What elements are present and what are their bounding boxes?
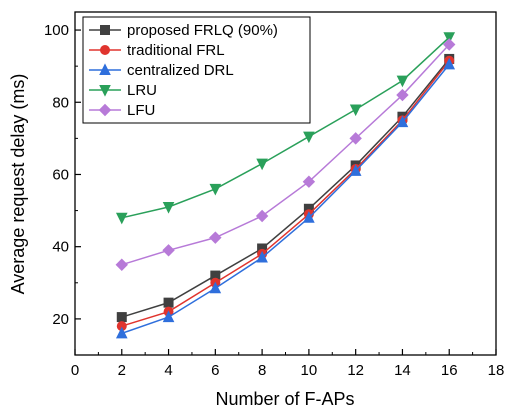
data-point	[163, 297, 174, 308]
data-point	[443, 32, 456, 44]
legend-marker	[99, 85, 111, 97]
legend-label: centralized DRL	[127, 62, 234, 79]
data-point	[115, 258, 128, 271]
legend: proposed FRLQ (90%) traditional FRL centra…	[82, 16, 311, 124]
series-line	[121, 58, 450, 318]
legend-label: proposed FRLQ (90%)	[127, 22, 278, 39]
y-axis-title: Average request delay (ms)	[8, 74, 28, 295]
data-point	[209, 183, 222, 196]
x-axis-title: Number of F-APs	[215, 389, 354, 409]
data-point	[443, 38, 456, 51]
x-tick-label: 2	[118, 362, 126, 379]
legend-item: LFU	[89, 102, 155, 119]
x-tick-label: 10	[301, 362, 318, 379]
y-tick-label: 100	[44, 22, 69, 39]
x-tick-label: 4	[164, 362, 172, 379]
x-tick-label: 12	[347, 362, 364, 379]
series-line	[121, 36, 450, 219]
x-tick-label: 14	[394, 362, 411, 379]
y-tick-label: 60	[52, 166, 69, 183]
legend-label: LFU	[127, 102, 155, 119]
legend-item: centralized DRL	[89, 62, 234, 79]
legend-marker	[99, 63, 111, 75]
series-4	[115, 38, 456, 271]
data-point	[162, 244, 175, 257]
data-point	[396, 75, 409, 88]
data-point	[116, 312, 127, 323]
data-point	[396, 88, 409, 102]
x-tick-label: 6	[211, 362, 219, 379]
x-tick-label: 16	[441, 362, 458, 379]
legend-marker	[100, 45, 110, 55]
x-tick-label: 18	[488, 362, 505, 379]
legend-item: LRU	[89, 82, 157, 99]
y-tick-label: 80	[52, 94, 69, 111]
legend-item: traditional FRL	[89, 42, 225, 59]
series-line	[121, 60, 450, 327]
series-layer	[115, 32, 456, 339]
legend-label: LRU	[127, 82, 157, 99]
series-2	[115, 57, 456, 339]
x-tick-label: 8	[258, 362, 266, 379]
data-point	[209, 231, 222, 244]
series-3	[115, 32, 456, 225]
series-line	[121, 43, 450, 266]
data-point	[115, 212, 128, 225]
x-tick-label: 0	[71, 362, 79, 379]
y-tick-label: 40	[52, 239, 69, 256]
data-point	[256, 158, 268, 171]
data-point	[162, 201, 175, 214]
data-point	[349, 104, 362, 117]
y-tick-label: 20	[52, 311, 69, 328]
legend-label: traditional FRL	[127, 42, 225, 59]
data-point	[396, 115, 409, 128]
data-point	[349, 132, 362, 145]
legend-item: proposed FRLQ (90%)	[89, 22, 278, 39]
axis-ticks: 0 2 4 6 8 10 12 14 16 18 20 40 60 80 100	[44, 22, 504, 379]
data-point	[209, 281, 222, 294]
data-point	[256, 250, 268, 263]
data-point	[303, 131, 315, 144]
data-point	[303, 211, 315, 223]
series-line	[121, 63, 450, 335]
data-point	[349, 164, 362, 176]
data-point	[302, 175, 316, 188]
data-point	[115, 326, 128, 339]
legend-marker	[98, 103, 112, 117]
data-point	[162, 310, 175, 323]
data-point	[443, 57, 456, 70]
data-point	[255, 209, 269, 223]
legend-marker	[100, 25, 110, 35]
